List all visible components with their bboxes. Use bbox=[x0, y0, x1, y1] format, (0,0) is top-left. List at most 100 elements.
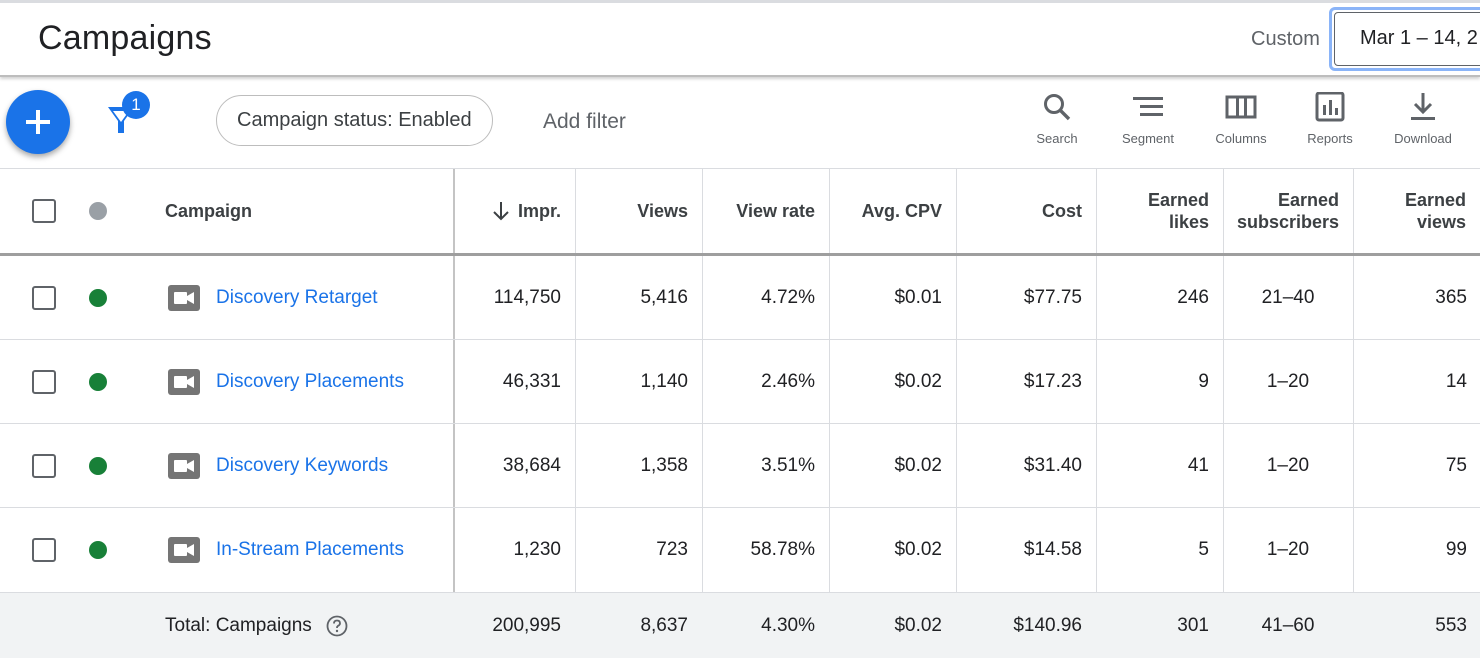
campaign-name-link[interactable]: In-Stream Placements bbox=[216, 539, 404, 560]
status-enabled-icon[interactable] bbox=[89, 456, 107, 475]
header-earned-views[interactable]: Earned views bbox=[1404, 190, 1466, 232]
table-row: Discovery Retarget 114,750 5,416 4.72% $… bbox=[0, 256, 1480, 340]
total-earned-subscribers: 41–60 bbox=[1261, 614, 1315, 636]
earned-subscribers-cell: 1–20 bbox=[1266, 454, 1310, 476]
date-range-value[interactable]: Mar 1 – 14, 2 bbox=[1334, 12, 1480, 66]
total-cost: $140.96 bbox=[1013, 614, 1082, 636]
impressions-cell: 114,750 bbox=[493, 286, 561, 308]
segment-label: Segment bbox=[1121, 131, 1175, 146]
row-checkbox[interactable] bbox=[32, 538, 56, 562]
campaign-status-filter-chip[interactable]: Campaign status: Enabled bbox=[216, 95, 493, 146]
impressions-cell: 38,684 bbox=[502, 454, 561, 476]
campaign-name-link[interactable]: Discovery Retarget bbox=[216, 286, 378, 308]
views-cell: 1,140 bbox=[640, 370, 688, 392]
download-icon bbox=[1411, 93, 1435, 120]
total-avg-cpv: $0.02 bbox=[894, 614, 942, 636]
total-earned-likes: 301 bbox=[1177, 614, 1209, 636]
table-row: Discovery Placements 46,331 1,140 2.46% … bbox=[0, 340, 1480, 424]
earned-subscribers-cell: 1–20 bbox=[1266, 370, 1310, 392]
earned-views-cell: 365 bbox=[1435, 286, 1467, 308]
earned-likes-cell: 246 bbox=[1177, 286, 1209, 308]
avg-cpv-cell: $0.02 bbox=[894, 370, 942, 392]
status-column-icon[interactable] bbox=[89, 202, 107, 220]
header-earned-subscribers[interactable]: Earned subscribers bbox=[1236, 190, 1339, 232]
avg-cpv-cell: $0.01 bbox=[894, 286, 942, 308]
earned-subscribers-cell: 1–20 bbox=[1266, 539, 1310, 560]
column-divider bbox=[829, 169, 830, 658]
segment-icon bbox=[1133, 97, 1163, 116]
header-views[interactable]: Views bbox=[637, 201, 688, 221]
search-button[interactable]: Search bbox=[1012, 92, 1102, 146]
cost-cell: $77.75 bbox=[1023, 286, 1082, 308]
view-rate-cell: 58.78% bbox=[750, 539, 815, 560]
header-cost[interactable]: Cost bbox=[1042, 201, 1082, 221]
help-icon[interactable] bbox=[326, 615, 348, 637]
view-rate-cell: 3.51% bbox=[761, 454, 815, 476]
create-button[interactable] bbox=[6, 90, 70, 154]
columns-button[interactable]: Columns bbox=[1196, 92, 1286, 146]
total-row: Total: Campaigns 200,995 8,637 4.30% $0.… bbox=[0, 593, 1480, 658]
video-campaign-icon bbox=[168, 368, 200, 395]
views-cell: 5,416 bbox=[640, 286, 688, 308]
select-all-checkbox[interactable] bbox=[32, 199, 56, 223]
total-view-rate: 4.30% bbox=[761, 614, 815, 636]
download-button[interactable]: Download bbox=[1378, 92, 1468, 146]
earned-likes-cell: 9 bbox=[1198, 370, 1209, 392]
header-avg-cpv[interactable]: Avg. CPV bbox=[861, 201, 942, 221]
download-label: Download bbox=[1394, 131, 1452, 146]
table-header-row: Campaign Impr. Views View rate Avg. CPV … bbox=[0, 169, 1480, 256]
columns-label: Columns bbox=[1215, 131, 1267, 146]
earned-views-cell: 75 bbox=[1445, 454, 1467, 476]
earned-views-cell: 99 bbox=[1445, 539, 1467, 560]
row-checkbox[interactable] bbox=[32, 369, 56, 394]
table-toolbar: 1 Campaign status: Enabled Add filter Se… bbox=[0, 77, 1480, 169]
total-impressions: 200,995 bbox=[492, 614, 561, 636]
campaign-name-link[interactable]: Discovery Keywords bbox=[216, 454, 389, 476]
search-label: Search bbox=[1036, 131, 1078, 146]
header-view-rate[interactable]: View rate bbox=[736, 201, 815, 221]
status-enabled-icon[interactable] bbox=[89, 288, 107, 307]
page-title: Campaigns bbox=[38, 19, 212, 57]
page-header: Campaigns Custom Mar 1 – 14, 2 bbox=[0, 0, 1480, 77]
header-earned-likes[interactable]: Earned likes bbox=[1147, 190, 1209, 232]
avg-cpv-cell: $0.02 bbox=[894, 454, 942, 476]
plus-icon bbox=[26, 110, 50, 134]
video-campaign-icon bbox=[168, 452, 200, 479]
total-earned-views: 553 bbox=[1435, 614, 1467, 636]
status-enabled-icon[interactable] bbox=[89, 372, 107, 391]
segment-button[interactable]: Segment bbox=[1103, 92, 1193, 146]
earned-subscribers-cell: 21–40 bbox=[1261, 286, 1315, 308]
impressions-cell: 1,230 bbox=[513, 539, 561, 560]
columns-icon bbox=[1225, 95, 1257, 119]
earned-likes-cell: 41 bbox=[1187, 454, 1209, 476]
status-enabled-icon[interactable] bbox=[89, 541, 107, 559]
earned-views-cell: 14 bbox=[1445, 370, 1467, 392]
header-campaign[interactable]: Campaign bbox=[165, 201, 253, 221]
video-campaign-icon bbox=[168, 284, 200, 311]
column-divider bbox=[956, 169, 957, 658]
row-checkbox[interactable] bbox=[32, 285, 56, 310]
views-cell: 723 bbox=[656, 539, 688, 560]
date-range-picker[interactable]: Mar 1 – 14, 2 bbox=[1329, 7, 1480, 71]
reports-label: Reports bbox=[1307, 131, 1353, 146]
views-cell: 1,358 bbox=[640, 454, 688, 476]
search-icon bbox=[1044, 94, 1071, 121]
campaign-name-link[interactable]: Discovery Placements bbox=[216, 370, 404, 392]
avg-cpv-cell: $0.02 bbox=[894, 539, 942, 560]
table-row: In-Stream Placements 1,230 723 58.78% $0… bbox=[0, 508, 1480, 593]
date-preset-label[interactable]: Custom bbox=[1251, 28, 1320, 50]
column-divider bbox=[1096, 169, 1097, 658]
reports-icon bbox=[1315, 92, 1345, 122]
view-rate-cell: 2.46% bbox=[761, 370, 815, 392]
sort-descending-icon bbox=[493, 202, 509, 221]
row-checkbox[interactable] bbox=[32, 453, 56, 478]
reports-button[interactable]: Reports bbox=[1285, 92, 1375, 146]
cost-cell: $14.58 bbox=[1023, 539, 1082, 560]
header-impressions[interactable]: Impr. bbox=[517, 201, 561, 221]
video-campaign-icon bbox=[168, 537, 200, 563]
table-row: Discovery Keywords 38,684 1,358 3.51% $0… bbox=[0, 424, 1480, 508]
column-divider bbox=[702, 169, 703, 658]
filter-count-badge: 1 bbox=[122, 91, 150, 119]
add-filter-button[interactable]: Add filter bbox=[543, 110, 626, 133]
view-rate-cell: 4.72% bbox=[761, 286, 815, 308]
